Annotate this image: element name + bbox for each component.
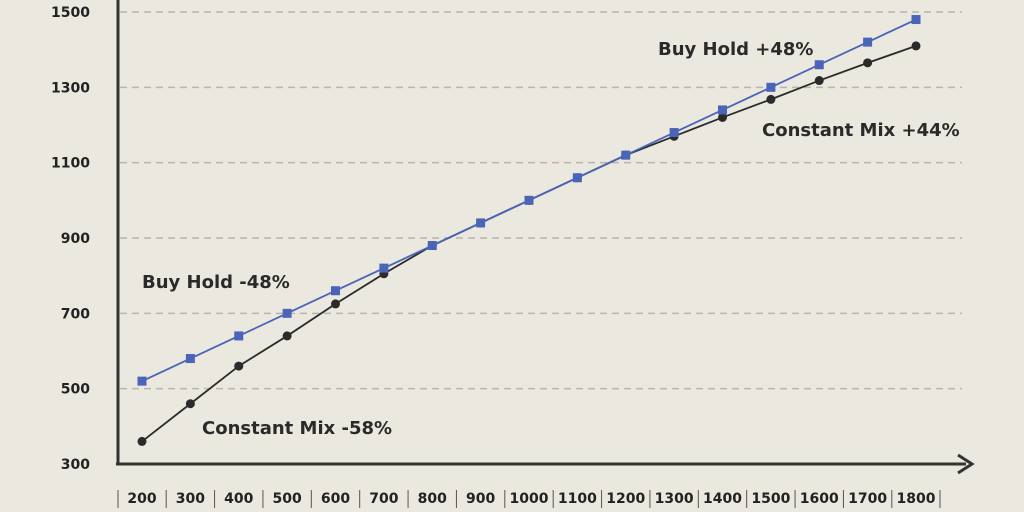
series-2-point (814, 76, 824, 86)
x-tick-label: 700 (369, 491, 398, 507)
series-2-point (137, 436, 147, 446)
series-1-point (572, 173, 582, 183)
x-tick-label: 900 (466, 491, 495, 507)
grid-lines (120, 11, 962, 390)
x-axis-ticks: 200 300 400 500 600 700 800 900 1000 1100 1200 1300… (117, 490, 941, 508)
y-tick-label: 500 (61, 382, 90, 398)
annotation-buy-hold-up: Buy Hold +48% (658, 39, 813, 60)
annotation-constant-mix-down: Constant Mix -58% (202, 418, 392, 439)
series-1-point (863, 37, 873, 47)
series-1-point (814, 60, 824, 70)
x-tick-label: 1700 (848, 491, 887, 507)
series-2-point (718, 112, 727, 122)
series-2-line (141, 45, 917, 443)
y-tick-label: 1100 (51, 156, 90, 172)
series-1-point (669, 128, 679, 138)
x-tick-label: 1500 (751, 491, 790, 507)
series-2-point (331, 299, 340, 309)
x-tick-label: 1800 (897, 491, 936, 507)
series-1-point (379, 263, 389, 273)
series-1-point (718, 105, 727, 115)
x-axis-arrowhead (957, 453, 975, 475)
series-1-point (621, 150, 631, 160)
x-tick-label: 600 (321, 491, 350, 507)
y-tick-label: 900 (61, 231, 90, 247)
y-tick-label: 1500 (51, 5, 90, 21)
x-tick-label: 1600 (800, 491, 839, 507)
series-1-point (524, 195, 534, 205)
series-2-point (185, 399, 195, 409)
series-1-point (427, 241, 437, 251)
x-tick-label: 400 (224, 491, 253, 507)
series-2-point (911, 41, 921, 51)
x-tick-label: 1100 (558, 491, 597, 507)
series-1-point (234, 331, 244, 341)
y-tick-label: 700 (61, 306, 90, 322)
series-1-point (282, 308, 292, 318)
series-2-point (282, 331, 292, 341)
series-1-point (137, 376, 147, 386)
series-2-point (766, 94, 776, 104)
series-1-point (911, 15, 921, 25)
y-tick-label: 300 (61, 457, 90, 473)
annotation-buy-hold-down: Buy Hold -48% (142, 272, 290, 293)
series-1-point (476, 218, 486, 228)
x-tick-label: 1000 (510, 491, 549, 507)
series-1-point (766, 82, 776, 92)
y-tick-label: 1300 (51, 80, 90, 96)
x-tick-label: 1300 (655, 491, 694, 507)
x-tick-label: 1400 (703, 491, 742, 507)
series-2-point (863, 58, 873, 68)
x-tick-label: 1200 (606, 491, 645, 507)
series-1-point (185, 354, 195, 364)
x-tick-label: 200 (127, 491, 156, 507)
x-tick-label: 300 (176, 491, 205, 507)
series-group (137, 15, 921, 446)
x-tick-label: 500 (273, 491, 302, 507)
y-axis-ticks: 300 500 700 900 1100 1300 1500 (51, 5, 90, 473)
series-1-point (331, 286, 340, 296)
series-2-point (234, 361, 244, 371)
x-tick-label: 800 (418, 491, 447, 507)
annotation-constant-mix-up: Constant Mix +44% (762, 120, 960, 141)
